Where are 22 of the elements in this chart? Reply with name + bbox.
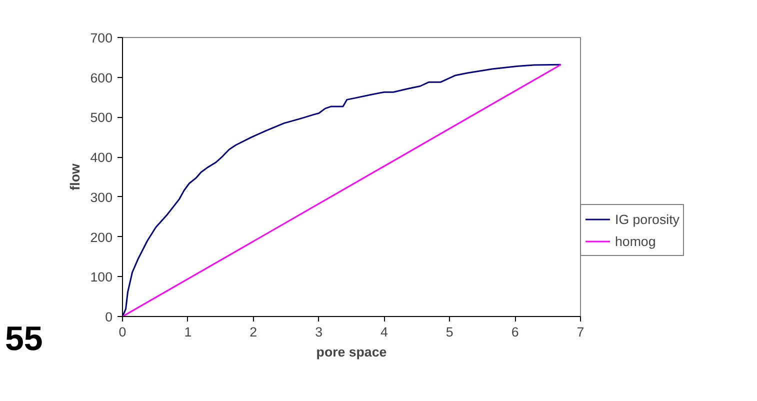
x-axis-title: pore space: [316, 344, 387, 360]
x-tick-label: 1: [184, 324, 192, 340]
y-tick-label: 300: [90, 190, 113, 205]
x-tick-label: 0: [118, 324, 126, 340]
x-tick-label: 5: [446, 324, 454, 340]
y-tick-label: 700: [90, 30, 113, 46]
line-series: [122, 64, 562, 316]
x-tick-label: 4: [380, 324, 389, 340]
legend-label: homog: [615, 234, 656, 248]
x-tick-label: 6: [511, 324, 519, 340]
y-tick-label: 100: [90, 270, 113, 285]
y-tick-label: 0: [105, 310, 113, 324]
y-tick-label: 500: [90, 110, 113, 126]
y-axis-title: flow: [67, 163, 82, 190]
y-tick-label: 200: [90, 230, 113, 245]
x-tick-label: 2: [250, 324, 258, 340]
x-tick-label: 3: [315, 324, 322, 340]
y-tick-label: 600: [90, 70, 113, 86]
legend-label: IG porosity: [615, 212, 680, 226]
y-tick-label: 400: [90, 150, 113, 166]
x-tick-label: 7: [576, 324, 584, 340]
text: 55: [5, 319, 43, 360]
